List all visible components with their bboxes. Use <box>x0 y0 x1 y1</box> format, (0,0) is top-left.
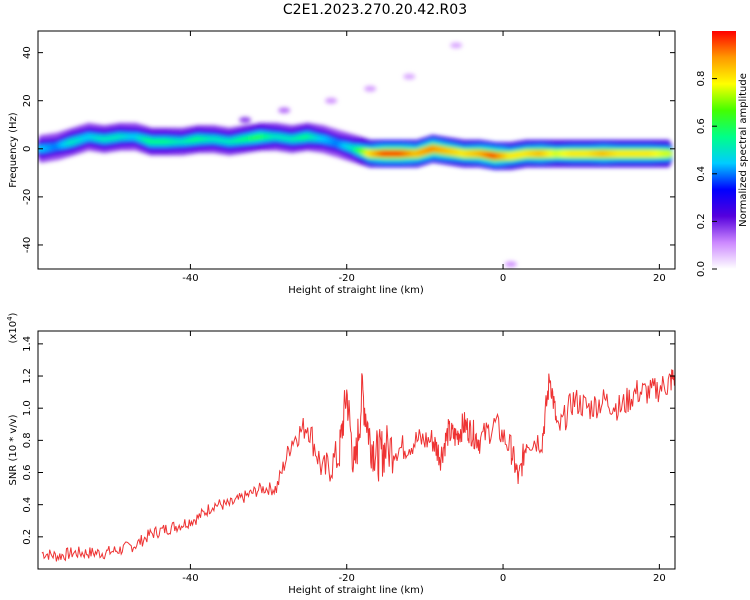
x-tick-label: 0 <box>500 273 506 284</box>
colorbar: 0.0 0.2 0.4 0.6 0.8 Normalized spectral ampl… <box>696 31 749 277</box>
x-tick-label: 20 <box>653 273 666 284</box>
x-tick-label: 20 <box>653 573 666 584</box>
y-tick-label: 40 <box>22 46 33 59</box>
colorbar-tick-label: 0.2 <box>696 213 707 229</box>
snr-ylabel: SNR (10 * v/v) <box>8 414 19 485</box>
y-tick-label: 1.2 <box>22 368 33 384</box>
spectrogram-xlabel: Height of straight line (km) <box>288 285 424 296</box>
colorbar-tick-label: 0.4 <box>696 166 707 182</box>
heatmap-faint-feature <box>364 85 377 92</box>
y-tick-label: -20 <box>22 189 33 205</box>
x-tick-label: -40 <box>182 573 198 584</box>
spectrogram-frame <box>37 30 676 270</box>
heatmap-faint-feature <box>403 73 416 80</box>
heatmap-faint-feature <box>278 107 291 114</box>
snr-multiplier-exponent: 4 <box>6 316 14 321</box>
colorbar-label: Normalized spectral amplitude <box>738 73 749 227</box>
x-tick-label: -20 <box>339 273 355 284</box>
y-tick-label: 1.0 <box>22 400 33 416</box>
y-tick-label: -40 <box>22 237 33 253</box>
heatmap-cell <box>661 150 673 158</box>
colorbar-gradient <box>712 31 736 269</box>
chart-title: C2E1.2023.270.20.42.R03 <box>282 2 468 18</box>
snr-series-line <box>41 369 675 562</box>
y-tick-label: 1.4 <box>22 336 33 352</box>
x-tick-label: -40 <box>182 273 198 284</box>
heatmap-faint-feature <box>450 42 463 49</box>
y-tick-label: 0.2 <box>22 529 33 545</box>
y-tick-label: 20 <box>22 94 33 107</box>
heatmap-faint-feature <box>504 261 517 268</box>
y-tick-label: 0.6 <box>22 465 33 481</box>
snr-frame <box>37 330 676 570</box>
y-tick-label: 0.8 <box>22 432 33 448</box>
spectrogram-ylabel: Frequency (Hz) <box>8 112 19 188</box>
x-tick-label: 0 <box>500 573 506 584</box>
heatmap-faint-feature <box>325 97 338 104</box>
snr-xlabel: Height of straight line (km) <box>288 585 424 596</box>
y-tick-label: 0 <box>22 146 33 152</box>
colorbar-tick-label: 0.0 <box>696 261 707 277</box>
heatmap-faint-feature <box>239 116 252 123</box>
colorbar-tick-label: 0.8 <box>696 71 707 87</box>
snr-panel: -40 -20 0 20 0.2 0.4 0.6 0.8 1.0 1.2 1.4 Height o… <box>6 312 676 596</box>
spectrogram-panel: -40 -20 0 20 40 20 0 -20 -40 Height of straight… <box>8 30 676 296</box>
x-tick-label: -20 <box>339 573 355 584</box>
snr-multiplier-label: (x104) <box>6 312 19 343</box>
y-tick-label: 0.4 <box>22 497 33 513</box>
colorbar-tick-label: 0.6 <box>696 118 707 134</box>
